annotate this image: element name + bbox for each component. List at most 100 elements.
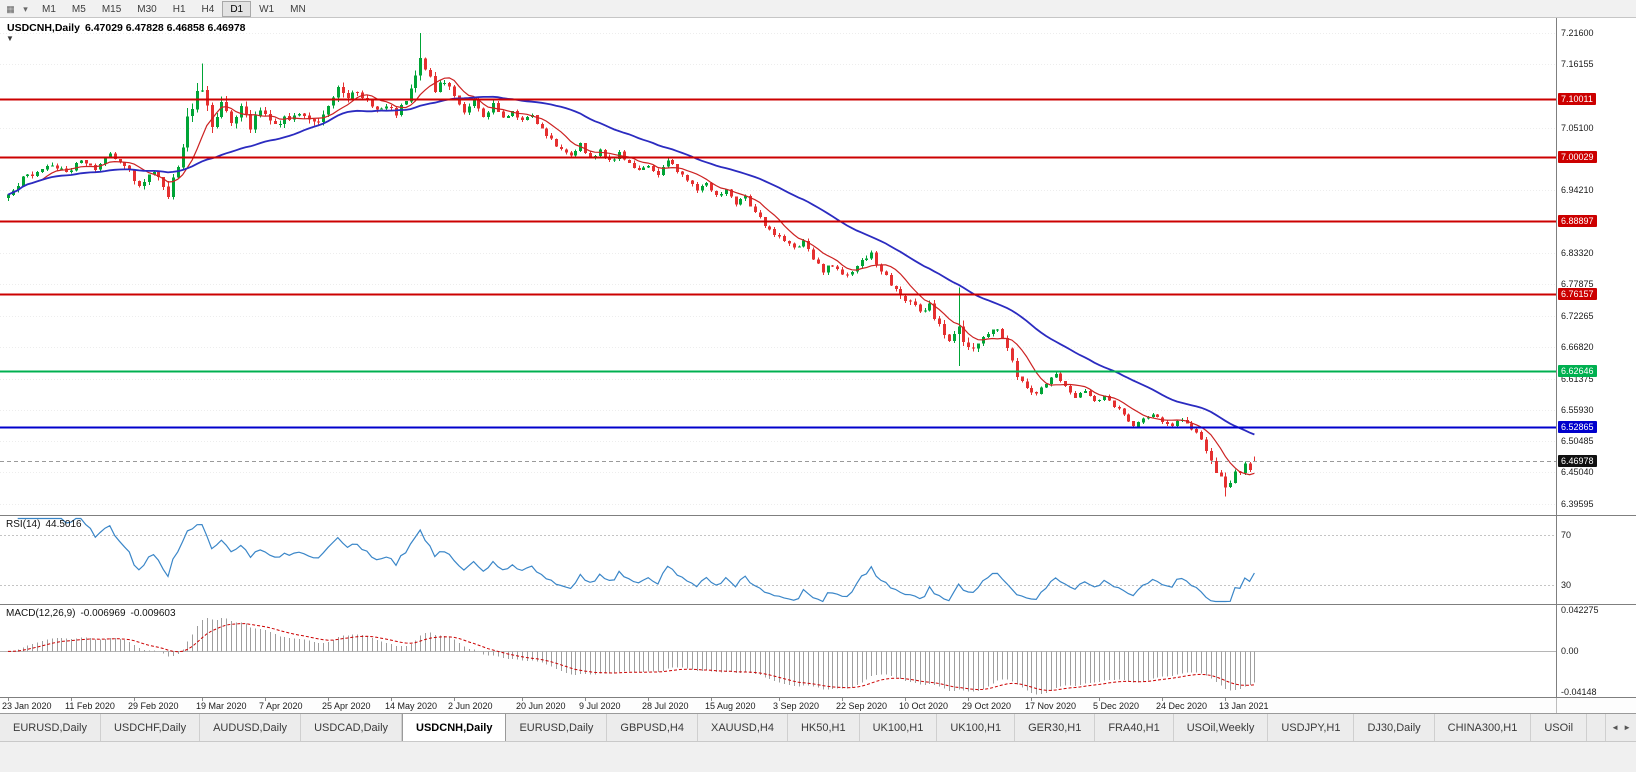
time-tick [134, 698, 135, 701]
time-tick [1225, 698, 1226, 701]
price-tick-label: 7.16155 [1561, 59, 1594, 70]
chart-symbol-label: USDCNH,Daily [7, 22, 80, 34]
tab-china300-h1[interactable]: CHINA300,H1 [1434, 714, 1532, 741]
price-badge-6.76157: 6.76157 [1558, 287, 1597, 300]
tab-scroll-right-icon[interactable]: ► [1623, 723, 1631, 732]
time-tick-label: 15 Aug 2020 [705, 701, 756, 711]
tab-usdcad-daily[interactable]: USDCAD,Daily [301, 714, 403, 741]
rsi-axis[interactable]: 70 30 [1556, 516, 1636, 604]
time-tick-label: 17 Nov 2020 [1025, 701, 1077, 711]
tab-scroll-buttons: ◄ ► [1605, 714, 1636, 741]
macd-canvas[interactable] [0, 605, 1556, 697]
time-tick-label: 24 Dec 2020 [1156, 701, 1208, 711]
rsi-indicator-panel[interactable]: 70 30 RSI(14) 44.5016 [0, 515, 1636, 604]
price-tick-label: 6.61375 [1561, 373, 1594, 384]
price-tick-label: 6.94210 [1561, 185, 1594, 196]
time-axis[interactable]: 23 Jan 2020 11 Feb 2020 29 Feb 2020 19 Mar … [0, 697, 1636, 713]
timeframe-mn[interactable]: MN [290, 3, 306, 15]
time-tick-label: 10 Oct 2020 [899, 701, 949, 711]
rsi-name: RSI(14) [6, 519, 41, 530]
timeframe-m15[interactable]: M15 [101, 3, 122, 15]
price-badge-6.62646: 6.62646 [1558, 365, 1597, 378]
time-tick [8, 698, 9, 701]
macd-histogram [8, 617, 1255, 695]
time-tick-label: 7 Apr 2020 [259, 701, 303, 711]
tab-usdchf-daily[interactable]: USDCHF,Daily [100, 714, 201, 741]
time-tick-label: 9 Jul 2020 [579, 701, 621, 711]
tab-eurusd-daily[interactable]: EURUSD,Daily [0, 714, 101, 741]
macd-axis-label: 0.00 [1561, 646, 1579, 657]
chart-window-icon[interactable]: ▦ [6, 3, 15, 14]
timeframe-m1[interactable]: M1 [42, 3, 56, 15]
price-tick-label: 7.21600 [1561, 27, 1594, 38]
timeframe-buttons: M1 M5 M15 M30 H1 H4 D1 W1 MN [34, 0, 314, 17]
caret-down-icon[interactable]: ▾ [23, 3, 28, 14]
time-tick [522, 698, 523, 701]
tab-gbpusd-h4[interactable]: GBPUSD,H4 [607, 714, 698, 741]
time-tick-label: 28 Jul 2020 [642, 701, 689, 711]
time-tick [648, 698, 649, 701]
price-tick-label: 6.45040 [1561, 467, 1594, 478]
time-tick-label: 19 Mar 2020 [196, 701, 247, 711]
time-tick-label: 11 Feb 2020 [65, 701, 115, 711]
timeframe-h1[interactable]: H1 [172, 3, 186, 15]
status-strip [0, 741, 1636, 772]
tab-usoil-weekly[interactable]: USOil,Weekly [1173, 714, 1269, 741]
price-chart-panel[interactable]: 7.21600 7.16155 7.05100 6.94210 6.83320 6.778… [0, 18, 1636, 515]
price-tick-label: 6.39595 [1561, 498, 1594, 509]
macd-signal-line [7, 623, 1255, 691]
rsi-canvas[interactable] [0, 516, 1556, 604]
toolbar-icons: ▦ ▾ [3, 1, 33, 17]
time-tick-label: 20 Jun 2020 [516, 701, 566, 711]
time-tick [779, 698, 780, 701]
tab-scroll-left-icon[interactable]: ◄ [1611, 723, 1620, 732]
tab-audusd-daily[interactable]: AUDUSD,Daily [200, 714, 302, 741]
price-tick-label: 6.83320 [1561, 247, 1594, 258]
time-tick [1099, 698, 1100, 701]
time-tick-label: 5 Dec 2020 [1093, 701, 1140, 711]
macd-axis[interactable]: 0.042275 0.00 -0.04148 [1556, 605, 1636, 697]
timeframe-d1[interactable]: D1 [222, 0, 252, 17]
tab-eurusd-daily[interactable]: EURUSD,Daily [506, 714, 608, 741]
rsi-level-label-70: 70 [1561, 529, 1572, 540]
tab-usdjpy-h1[interactable]: USDJPY,H1 [1268, 714, 1355, 741]
timeframe-h4[interactable]: H4 [201, 3, 215, 15]
price-badge-7.00029: 7.00029 [1558, 150, 1597, 163]
timeframe-w1[interactable]: W1 [259, 3, 275, 15]
time-tick [328, 698, 329, 701]
price-badge-6.52865: 6.52865 [1558, 421, 1597, 434]
tab-ger30-h1[interactable]: GER30,H1 [1015, 714, 1096, 741]
time-tick [842, 698, 843, 701]
tab-dj30-daily[interactable]: DJ30,Daily [1354, 714, 1435, 741]
ma-34-line [7, 95, 1255, 436]
chart-title-ohlc: USDCNH,Daily 6.47029 6.47828 6.46858 6.46… [7, 22, 246, 34]
time-tick [905, 698, 906, 701]
candlestick-chart-canvas[interactable] [0, 18, 1556, 515]
tab-uk100-h1[interactable]: UK100,H1 [859, 714, 938, 741]
one-click-trading-toggle[interactable]: ▼ [6, 34, 14, 43]
tab-usdcnh-daily[interactable]: USDCNH,Daily [402, 714, 507, 741]
tab-hk50-h1[interactable]: HK50,H1 [787, 714, 860, 741]
price-tick-label: 6.50485 [1561, 436, 1594, 447]
tab-fra40-h1[interactable]: FRA40,H1 [1095, 714, 1174, 741]
price-tick-label: 6.66820 [1561, 342, 1594, 353]
time-tick [265, 698, 266, 701]
time-tick [1031, 698, 1032, 701]
time-tick-label: 2 Jun 2020 [448, 701, 493, 711]
price-axis[interactable]: 7.21600 7.16155 7.05100 6.94210 6.83320 6.778… [1556, 18, 1636, 515]
time-tick [202, 698, 203, 701]
price-tick-label: 7.05100 [1561, 122, 1594, 133]
price-tick-label: 6.77875 [1561, 278, 1594, 289]
timeframe-m5[interactable]: M5 [71, 3, 86, 15]
macd-axis-label: 0.042275 [1561, 605, 1599, 615]
tab-xauusd-h4[interactable]: XAUUSD,H4 [697, 714, 788, 741]
timeframe-m30[interactable]: M30 [137, 3, 157, 15]
tab-uk100-h1[interactable]: UK100,H1 [937, 714, 1016, 741]
rsi-value: 44.5016 [45, 519, 82, 530]
macd-indicator-panel[interactable]: 0.042275 0.00 -0.04148 MACD(12,26,9) -0.006… [0, 604, 1636, 697]
time-tick [454, 698, 455, 701]
tab-usoil[interactable]: USOil [1531, 714, 1588, 741]
rsi-line [17, 517, 1255, 603]
time-tick-label: 14 May 2020 [385, 701, 438, 711]
